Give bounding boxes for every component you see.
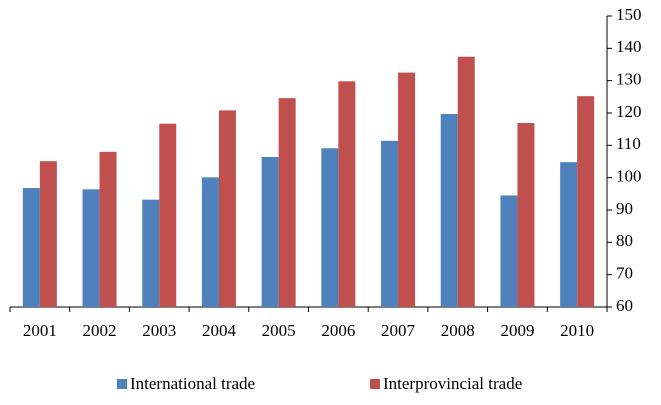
bar <box>517 123 535 307</box>
bar <box>321 148 339 307</box>
legend-label: International trade <box>130 374 255 393</box>
y-tick-label: 60 <box>616 296 633 315</box>
legend-label: Interprovincial trade <box>383 374 522 393</box>
x-tick-label: 2007 <box>381 321 416 340</box>
bar <box>457 56 475 307</box>
bar <box>142 199 160 307</box>
x-tick-label: 2001 <box>23 321 57 340</box>
legend-swatch <box>117 379 127 389</box>
x-tick-label: 2004 <box>202 321 237 340</box>
y-tick-label: 90 <box>616 199 633 218</box>
bar <box>577 96 595 307</box>
bar <box>381 140 399 307</box>
x-tick-label: 2006 <box>321 321 355 340</box>
x-tick-label: 2009 <box>500 321 534 340</box>
bar <box>39 161 57 307</box>
x-tick-label: 2005 <box>262 321 296 340</box>
bar <box>398 72 416 307</box>
bar <box>82 189 100 307</box>
y-tick-label: 80 <box>616 231 633 250</box>
y-tick-label: 130 <box>616 70 642 89</box>
y-tick-label: 110 <box>616 134 641 153</box>
x-tick-label: 2003 <box>142 321 176 340</box>
bar <box>278 98 296 307</box>
bar <box>338 81 356 308</box>
bar <box>99 151 117 307</box>
bar <box>159 123 177 307</box>
bar <box>261 156 279 307</box>
x-tick-label: 2010 <box>560 321 594 340</box>
y-tick-label: 150 <box>616 5 642 24</box>
bar <box>500 195 518 307</box>
bar <box>560 162 578 307</box>
bar <box>218 110 236 307</box>
y-tick-label: 120 <box>616 102 642 121</box>
bar <box>22 188 40 307</box>
legend-swatch <box>370 379 380 389</box>
x-tick-label: 2008 <box>441 321 475 340</box>
y-tick-label: 100 <box>616 167 642 186</box>
bar <box>440 113 458 307</box>
x-tick-label: 2002 <box>83 321 117 340</box>
y-tick-label: 70 <box>616 264 633 283</box>
bar <box>201 177 219 307</box>
y-tick-label: 140 <box>616 37 642 56</box>
